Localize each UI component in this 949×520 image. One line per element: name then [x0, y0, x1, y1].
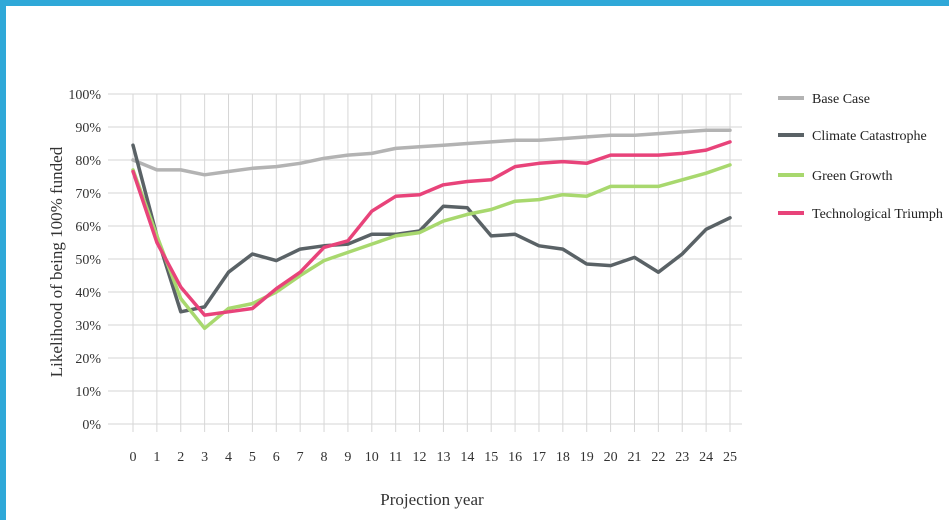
x-tick-labels: 0 1 2 3 4 5 6 7 8 9 10 11 12 13 14 15 16 17 18 19 20 21 22 23 24…	[130, 450, 738, 465]
y-tick-label: 80%	[75, 154, 101, 169]
x-tick-label: 8	[321, 450, 328, 465]
grid	[108, 93, 742, 432]
x-tick-label: 7	[297, 450, 304, 465]
y-tick-labels: 0% 10% 20% 30% 40% 50% 60% 70% 80% 90% 100%	[68, 88, 101, 433]
series-lines	[131, 128, 732, 331]
x-tick-label: 9	[344, 450, 351, 465]
x-tick-label: 21	[627, 450, 641, 465]
y-tick-label: 30%	[75, 319, 101, 334]
x-tick-label: 1	[153, 450, 160, 465]
legend-label: Climate Catastrophe	[812, 129, 927, 144]
x-tick-label: 20	[604, 450, 618, 465]
y-tick-label: 60%	[75, 220, 101, 235]
x-tick-label: 6	[273, 450, 280, 465]
series-line-climate-catastrophe	[131, 143, 732, 314]
x-tick-label: 11	[389, 450, 402, 465]
x-tick-label: 18	[556, 450, 570, 465]
legend: Base Case Climate Catastrophe Green Growth…	[778, 92, 943, 222]
series-line-base-case	[131, 128, 732, 177]
x-tick-label: 19	[580, 450, 594, 465]
x-tick-label: 24	[699, 450, 713, 465]
x-tick-label: 10	[365, 450, 379, 465]
x-tick-label: 23	[675, 450, 689, 465]
x-tick-label: 14	[460, 450, 474, 465]
x-tick-label: 2	[177, 450, 184, 465]
legend-label: Green Growth	[812, 169, 892, 184]
x-axis-label: Projection year	[380, 490, 484, 509]
y-tick-label: 90%	[75, 121, 101, 136]
x-tick-label: 12	[413, 450, 427, 465]
y-tick-label: 40%	[75, 286, 101, 301]
legend-label: Base Case	[812, 92, 870, 107]
x-tick-label: 0	[130, 450, 137, 465]
y-tick-label: 50%	[75, 253, 101, 268]
series-line-green-growth	[131, 163, 732, 331]
x-tick-label: 5	[249, 450, 256, 465]
legend-label: Technological Triumph	[812, 207, 943, 222]
x-tick-label: 16	[508, 450, 522, 465]
x-tick-label: 15	[484, 450, 498, 465]
y-axis-label: Likelihood of being 100% funded	[47, 146, 66, 377]
y-tick-label: 0%	[82, 418, 101, 433]
y-tick-label: 10%	[75, 385, 101, 400]
y-tick-label: 20%	[75, 352, 101, 367]
series-line-technological-triumph	[131, 140, 732, 317]
y-tick-label: 70%	[75, 187, 101, 202]
x-tick-label: 4	[225, 450, 232, 465]
y-tick-label: 100%	[68, 88, 101, 103]
x-tick-label: 22	[651, 450, 665, 465]
x-tick-label: 17	[532, 450, 546, 465]
x-tick-label: 25	[723, 450, 737, 465]
x-tick-label: 13	[436, 450, 450, 465]
x-tick-label: 3	[201, 450, 208, 465]
